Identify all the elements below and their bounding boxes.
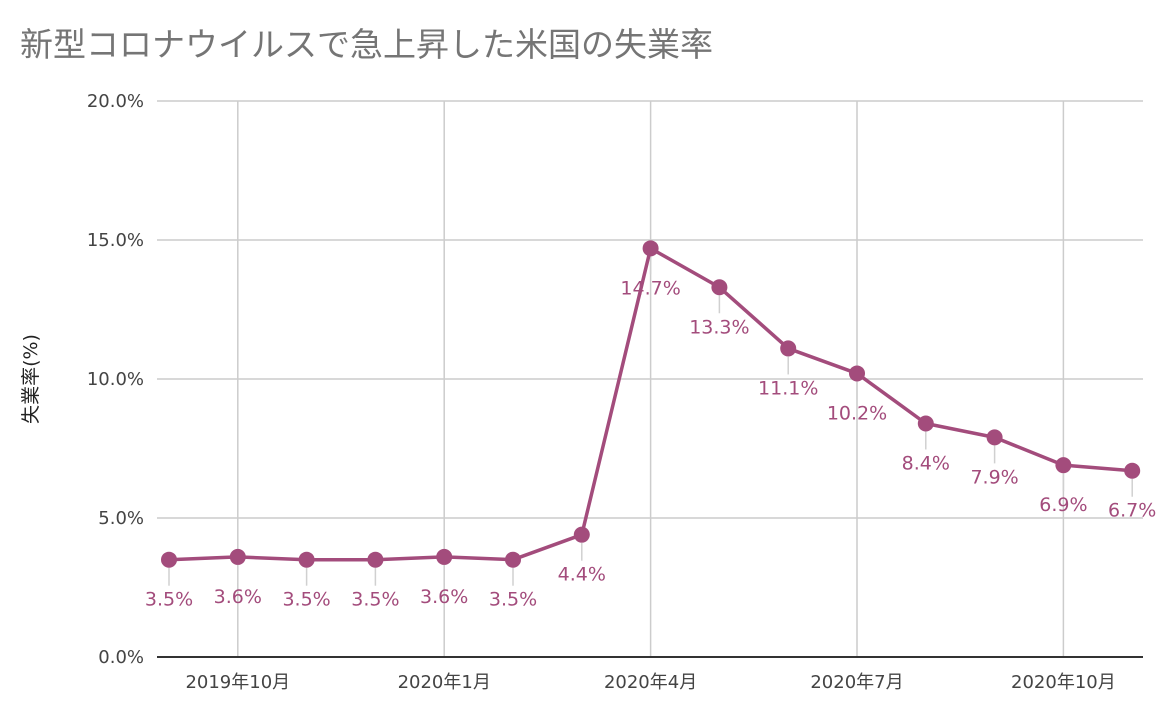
data-point	[367, 551, 384, 568]
data-label: 14.7%	[620, 277, 680, 299]
data-label: 10.2%	[827, 402, 887, 424]
data-label: 3.5%	[489, 589, 537, 611]
data-label: 6.7%	[1108, 500, 1156, 522]
y-tick-label: 15.0%	[87, 230, 144, 251]
data-label: 3.6%	[214, 586, 262, 608]
y-axis-title: 失業率(%)	[20, 334, 42, 424]
data-label: 3.6%	[420, 586, 468, 608]
y-tick-label: 0.0%	[98, 647, 144, 668]
grid-lines	[157, 100, 1143, 657]
data-point	[505, 551, 521, 568]
data-point	[1055, 457, 1072, 474]
chart-title: 新型コロナウイルスで急上昇した米国の失業率	[20, 25, 713, 64]
data-label: 13.3%	[689, 316, 749, 338]
series-unemployment-rate	[161, 240, 1141, 568]
x-tick-label: 2020年1月	[398, 672, 491, 693]
data-point	[780, 340, 797, 357]
y-tick-label: 10.0%	[87, 369, 144, 390]
data-point	[573, 526, 590, 543]
data-point	[436, 548, 453, 565]
y-tick-label: 20.0%	[87, 91, 144, 112]
x-tick-label: 2019年10月	[185, 672, 290, 693]
data-label: 3.5%	[351, 589, 399, 611]
data-label: 3.5%	[145, 589, 193, 611]
x-tick-label: 2020年7月	[810, 672, 903, 693]
data-label: 11.1%	[758, 377, 818, 399]
y-axis: 0.0% 5.0% 10.0% 15.0% 20.0% 失業率(%)	[20, 91, 144, 668]
data-point	[642, 240, 659, 257]
data-point	[298, 551, 315, 568]
label-leader-lines	[168, 256, 1133, 586]
x-axis: 2019年10月 2020年1月 2020年4月 2020年7月 2020年10月	[157, 656, 1143, 693]
x-tick-label: 2020年4月	[604, 672, 697, 693]
x-tick-label: 2020年10月	[1011, 672, 1116, 693]
data-label: 8.4%	[902, 452, 950, 474]
data-labels: 3.5% 3.6% 3.5% 3.5% 3.6% 3.5% 4.4% 14.7% 13.3% 11…	[145, 277, 1156, 610]
data-label: 7.9%	[970, 466, 1018, 488]
data-point	[917, 415, 934, 432]
y-tick-label: 5.0%	[98, 508, 144, 529]
data-point	[711, 279, 728, 296]
data-point	[229, 548, 246, 565]
data-point	[849, 365, 865, 382]
data-point	[1124, 462, 1141, 479]
data-label: 4.4%	[558, 564, 606, 586]
data-label: 6.9%	[1039, 494, 1087, 516]
data-label: 3.5%	[282, 589, 330, 611]
data-point	[986, 429, 1003, 446]
data-point	[161, 551, 177, 568]
